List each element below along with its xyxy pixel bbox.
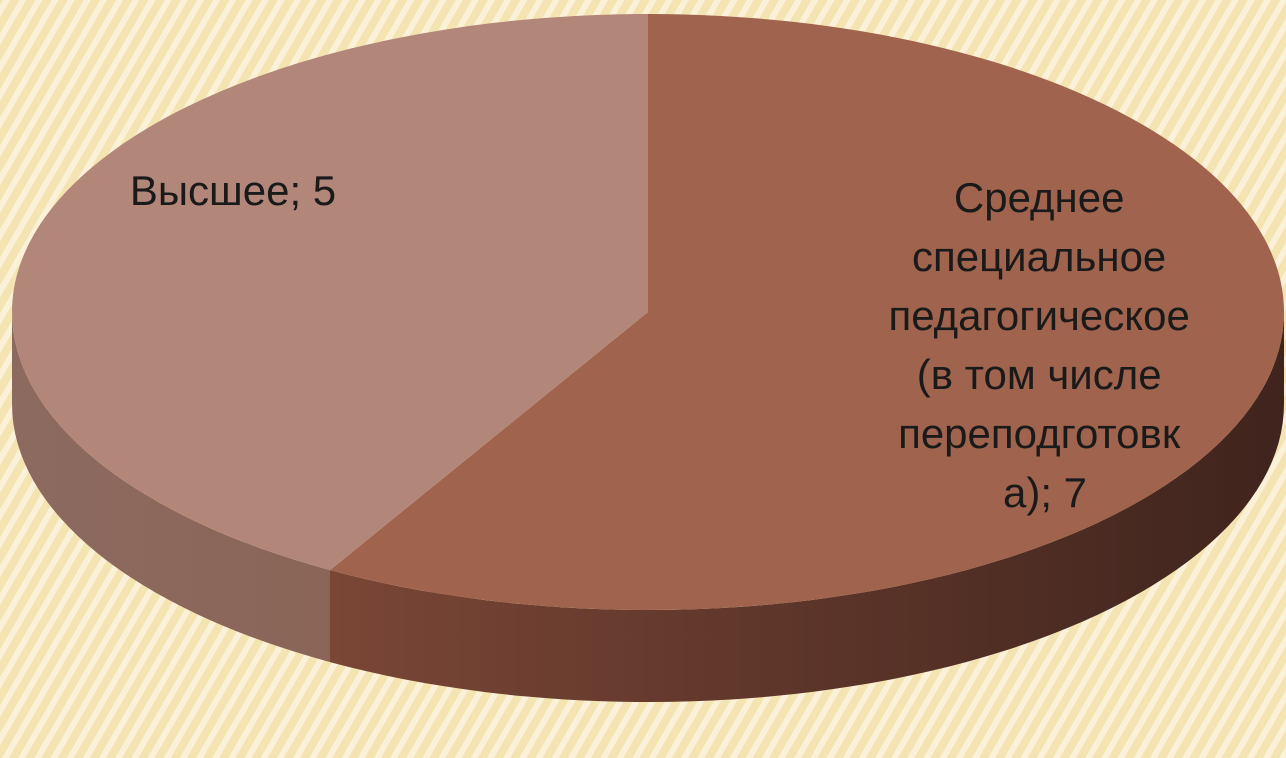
pie-tops bbox=[12, 14, 1285, 610]
pie-side-vysshee bbox=[12, 312, 330, 663]
pie-slice-sredne bbox=[330, 14, 1285, 610]
data-label-sredne: Среднее специальное педагогическое (в то… bbox=[888, 174, 1201, 516]
pie-side-sredne bbox=[330, 312, 1284, 702]
pie-slice-vysshee bbox=[12, 14, 649, 571]
data-label-vysshee: Высшее; 5 bbox=[130, 167, 336, 214]
pie-sides bbox=[12, 312, 1284, 702]
